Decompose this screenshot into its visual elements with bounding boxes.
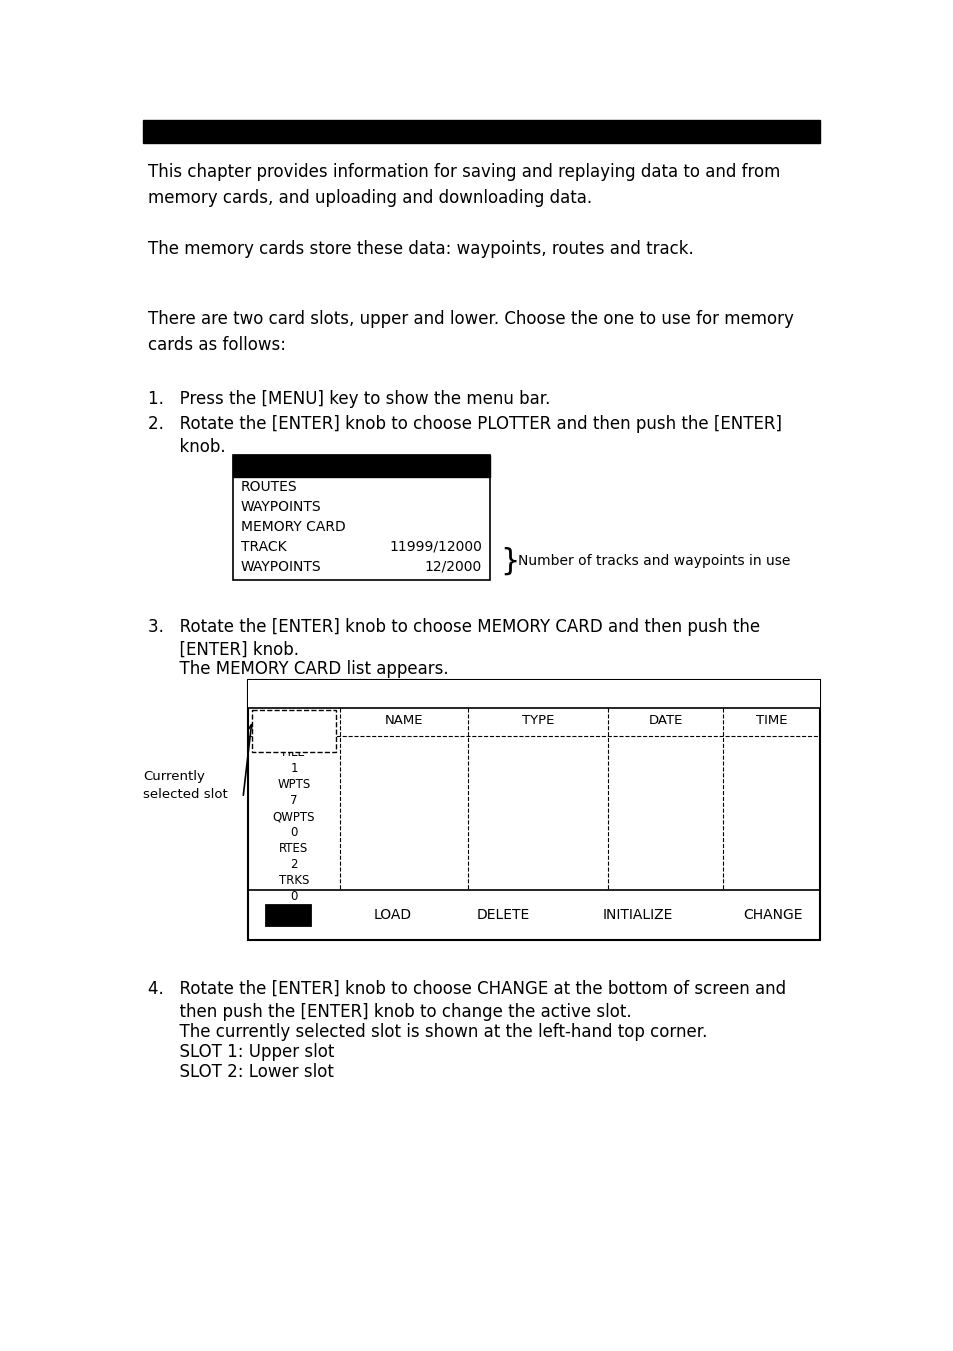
Text: FILE: FILE	[282, 746, 306, 759]
Text: 0: 0	[290, 825, 297, 839]
Text: }: }	[499, 547, 518, 576]
Text: [ENTER] knob.: [ENTER] knob.	[148, 640, 298, 659]
Bar	[233, 455, 490, 477]
Text: 1: 1	[290, 762, 297, 775]
Bar	[233, 455, 490, 580]
Text: The MEMORY CARD list appears.: The MEMORY CARD list appears.	[148, 661, 448, 678]
Text: This chapter provides information for saving and replaying data to and from
memo: This chapter provides information for sa…	[148, 163, 780, 208]
Text: INITIALIZE: INITIALIZE	[602, 908, 673, 921]
Text: MEMORY CARD: MEMORY CARD	[241, 520, 345, 534]
Text: 12/2000: 12/2000	[424, 561, 481, 574]
Text: 0: 0	[290, 890, 297, 902]
Text: RTES: RTES	[279, 842, 309, 855]
Text: There are two card slots, upper and lower. Choose the one to use for memory
card: There are two card slots, upper and lowe…	[148, 309, 793, 354]
Bar	[248, 680, 820, 940]
Text: SLOT 2: Lower slot: SLOT 2: Lower slot	[148, 1063, 334, 1081]
Text: DELETE: DELETE	[476, 908, 529, 921]
Text: QWPTS: QWPTS	[273, 811, 314, 823]
Text: TRACK: TRACK	[241, 540, 286, 554]
Text: WAYPOINTS: WAYPOINTS	[241, 561, 321, 574]
Bar	[248, 680, 820, 708]
Text: WAYPOINTS: WAYPOINTS	[241, 500, 321, 513]
Text: 1: 1	[290, 730, 297, 743]
Text: Number of tracks and waypoints in use: Number of tracks and waypoints in use	[517, 554, 789, 569]
Text: TRACK: TRACK	[241, 459, 293, 474]
Text: SLOT 1: Upper slot: SLOT 1: Upper slot	[148, 1043, 334, 1061]
Text: 11999/12000: 11999/12000	[389, 540, 481, 554]
Bar	[266, 905, 310, 925]
Text: CHANGE: CHANGE	[742, 908, 801, 921]
Text: 3.   Rotate the [ENTER] knob to choose MEMORY CARD and then push the: 3. Rotate the [ENTER] knob to choose MEM…	[148, 617, 760, 636]
Text: The currently selected slot is shown at the left-hand top corner.: The currently selected slot is shown at …	[148, 1023, 706, 1042]
Text: SLOT: SLOT	[278, 713, 309, 727]
Text: SAVE: SAVE	[268, 908, 308, 921]
Text: 2: 2	[290, 858, 297, 871]
Bar	[252, 711, 335, 753]
Text: WPTS: WPTS	[277, 778, 311, 790]
Text: LOAD: LOAD	[374, 908, 412, 921]
Text: 2.   Rotate the [ENTER] knob to choose PLOTTER and then push the [ENTER]: 2. Rotate the [ENTER] knob to choose PLO…	[148, 415, 781, 434]
Text: MEMORY CARD: MEMORY CARD	[463, 686, 603, 704]
Text: Currently
selected slot: Currently selected slot	[143, 770, 228, 801]
Text: TIME: TIME	[755, 713, 786, 727]
Bar	[143, 120, 820, 143]
Text: then push the [ENTER] knob to change the active slot.: then push the [ENTER] knob to change the…	[148, 1002, 631, 1021]
Text: TYPE: TYPE	[521, 713, 554, 727]
Text: TRKS: TRKS	[278, 874, 309, 888]
Text: 7: 7	[290, 794, 297, 807]
Text: DATE: DATE	[648, 713, 682, 727]
Text: 1.   Press the [MENU] key to show the menu bar.: 1. Press the [MENU] key to show the menu…	[148, 390, 550, 408]
Text: ROUTES: ROUTES	[241, 480, 297, 494]
Text: The memory cards store these data: waypoints, routes and track.: The memory cards store these data: waypo…	[148, 240, 693, 258]
Text: knob.: knob.	[148, 438, 226, 457]
Text: 4.   Rotate the [ENTER] knob to choose CHANGE at the bottom of screen and: 4. Rotate the [ENTER] knob to choose CHA…	[148, 979, 785, 998]
Text: NAME: NAME	[384, 713, 423, 727]
